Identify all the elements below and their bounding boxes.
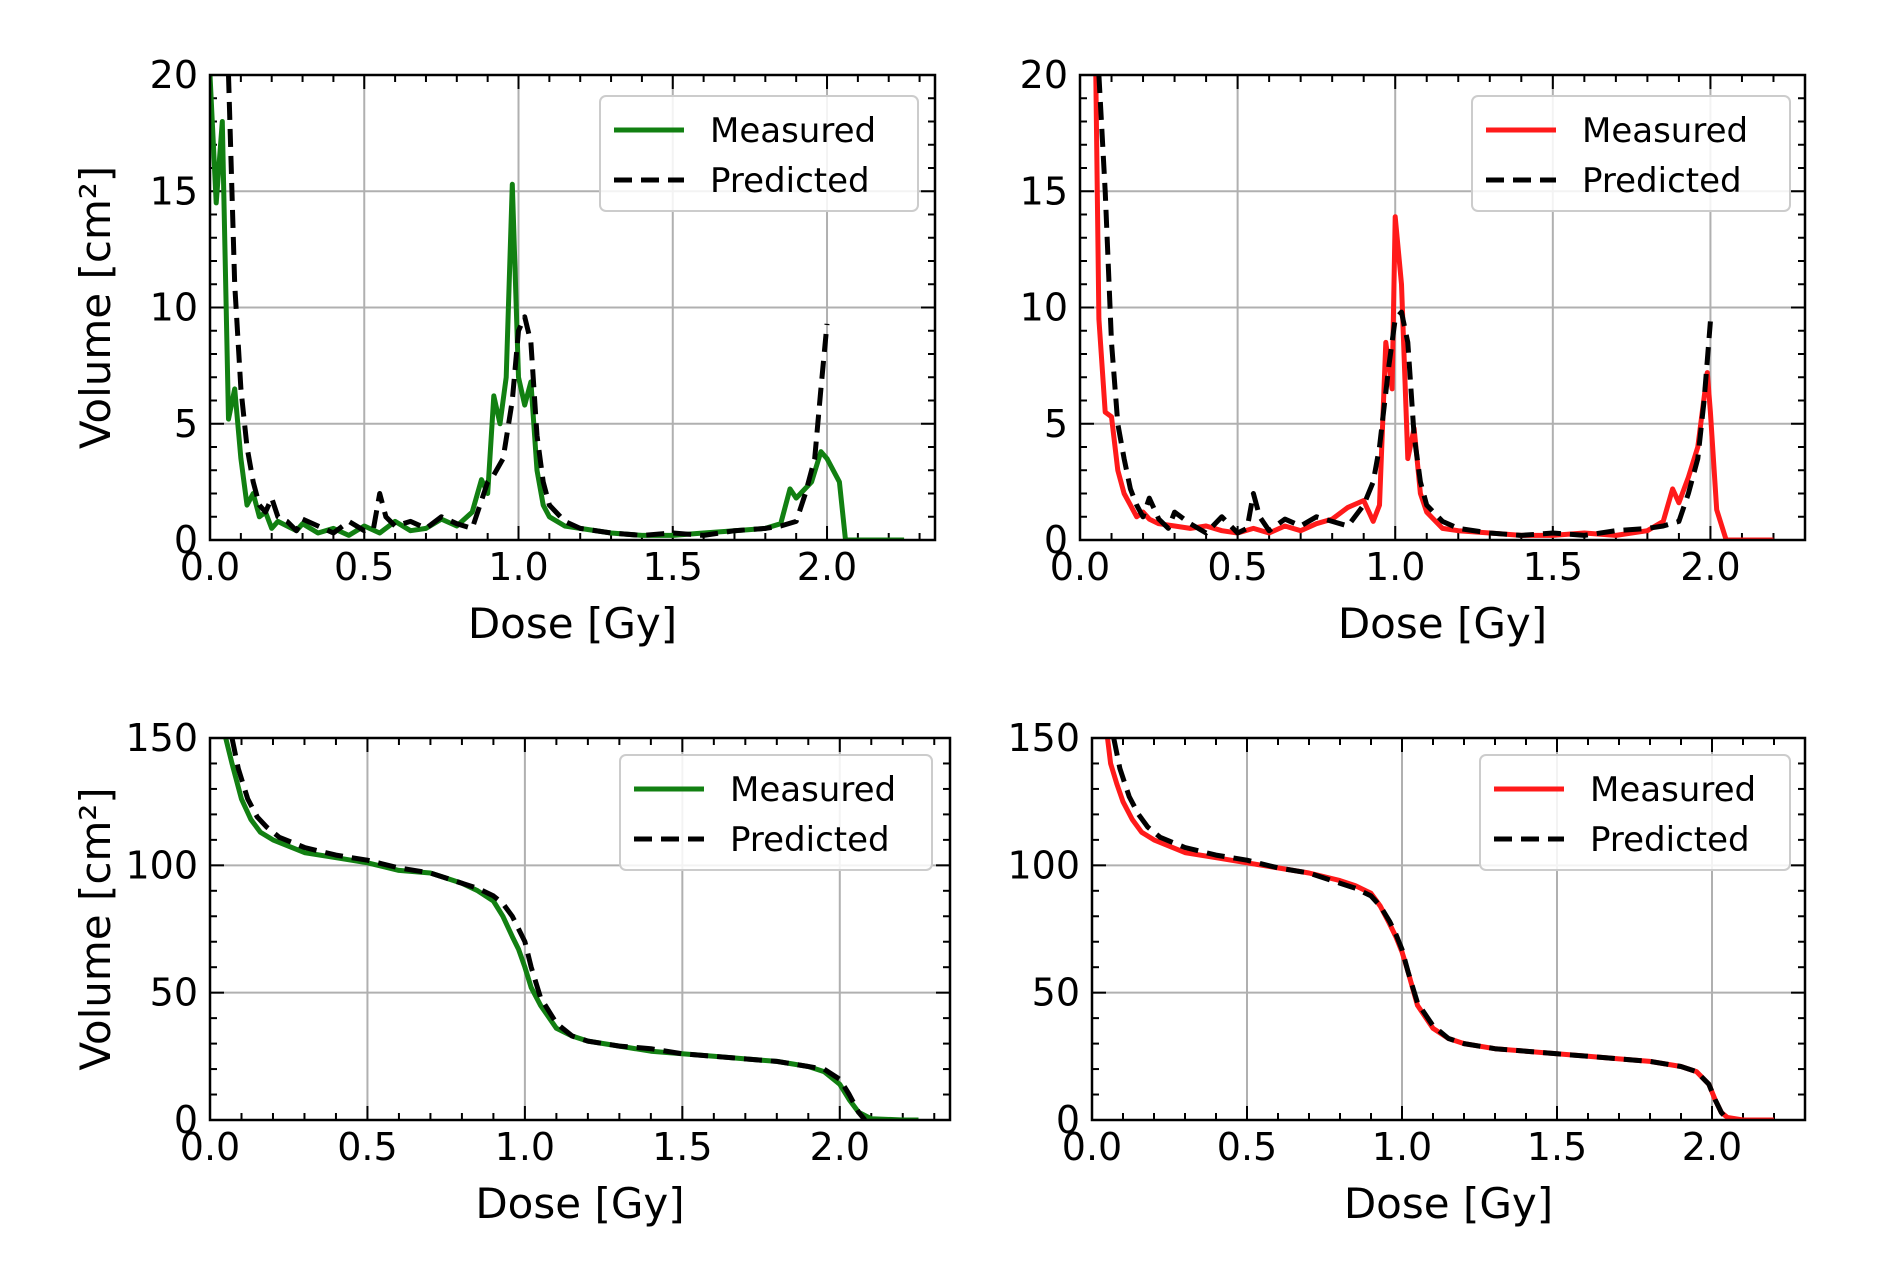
x-tick-label: 2.0 [810,1125,870,1169]
y-axis-label: Volume [cm²] [71,787,120,1070]
panel-top-left: 0.0 0.5 1.0 1.5 2.0 0 5 10 15 20 Dose [Gy] Volume [… [71,53,937,648]
x-axis-label: Dose [Gy] [475,1179,684,1228]
x-tick-label: 2.0 [1680,545,1740,589]
x-tick-label: 0.0 [1050,545,1110,589]
x-tick-label: 0.5 [334,545,394,589]
x-tick-label: 0.0 [180,1125,240,1169]
series-line-measured [210,75,905,540]
legend-label-predicted: Predicted [1582,161,1742,201]
legend: Measured Predicted [599,95,919,212]
x-tick-label: 2.0 [1682,1125,1742,1169]
legend: Measured Predicted [619,754,933,871]
y-tick-label: 15 [1020,169,1068,213]
panel-bottom-left: 0.0 0.5 1.0 1.5 2.0 0 50 100 150 Dose [Gy] Volume … [71,716,952,1228]
y-tick-label: 10 [150,286,198,330]
x-tick-label: 0.5 [337,1125,397,1169]
panel-bottom-right: 0.0 0.5 1.0 1.5 2.0 0 50 100 150 Dose [Gy] Measure… [1007,716,1807,1228]
y-tick-label: 20 [150,53,198,97]
x-axis-label: Dose [Gy] [1344,1179,1553,1228]
y-tick-label: 0 [1044,518,1068,562]
x-tick-label: 0.0 [180,545,240,589]
legend-label-predicted: Predicted [710,161,870,201]
x-tick-label: 0.5 [1207,545,1267,589]
y-tick-label: 150 [125,716,198,760]
x-tick-label: 1.5 [1523,545,1583,589]
legend: Measured Predicted [1471,95,1791,212]
legend-label-predicted: Predicted [730,820,890,860]
x-tick-label: 1.5 [1527,1125,1587,1169]
x-tick-label: 2.0 [797,545,857,589]
panel-top-right: 0.0 0.5 1.0 1.5 2.0 0 5 10 15 20 Dose [Gy] Measured… [1020,53,1807,648]
y-axis-label: Volume [cm²] [71,166,120,449]
y-tick-label: 0 [1056,1098,1080,1142]
x-tick-label: 1.0 [495,1125,555,1169]
y-tick-label: 0 [174,1098,198,1142]
series-line-predicted [229,738,867,1120]
plot-frame [1078,73,1807,542]
x-axis-label: Dose [Gy] [1338,599,1547,648]
plot-frame [1090,736,1807,1122]
x-tick-label: 1.0 [1365,545,1425,589]
series-line-measured [1093,75,1774,540]
y-tick-label: 5 [174,402,198,446]
x-axis-label: Dose [Gy] [468,599,677,648]
x-tick-label: 1.0 [488,545,548,589]
x-tick-label: 0.0 [1062,1125,1122,1169]
legend-label-predicted: Predicted [1590,820,1750,860]
y-tick-label: 15 [150,169,198,213]
y-tick-label: 5 [1044,402,1068,446]
y-tick-label: 150 [1007,716,1080,760]
series-line-predicted [226,75,830,538]
x-tick-label: 1.0 [1372,1125,1432,1169]
x-tick-label: 1.5 [643,545,703,589]
y-tick-label: 100 [125,843,198,887]
x-tick-label: 1.5 [652,1125,712,1169]
y-tick-label: 20 [1020,53,1068,97]
y-tick-label: 50 [150,971,198,1015]
y-tick-label: 0 [174,518,198,562]
plot-frame [208,73,937,542]
y-tick-label: 100 [1007,843,1080,887]
series-line-predicted [1096,75,1713,538]
legend-label-measured: Measured [710,111,876,151]
x-tick-label: 0.5 [1217,1125,1277,1169]
legend-label-measured: Measured [1590,770,1756,810]
series-line-predicted [1111,738,1730,1120]
legend-label-measured: Measured [1582,111,1748,151]
legend-label-measured: Measured [730,770,896,810]
legend: Measured Predicted [1479,754,1791,871]
y-tick-label: 10 [1020,286,1068,330]
plot-frame [208,736,952,1122]
y-tick-label: 50 [1032,971,1080,1015]
